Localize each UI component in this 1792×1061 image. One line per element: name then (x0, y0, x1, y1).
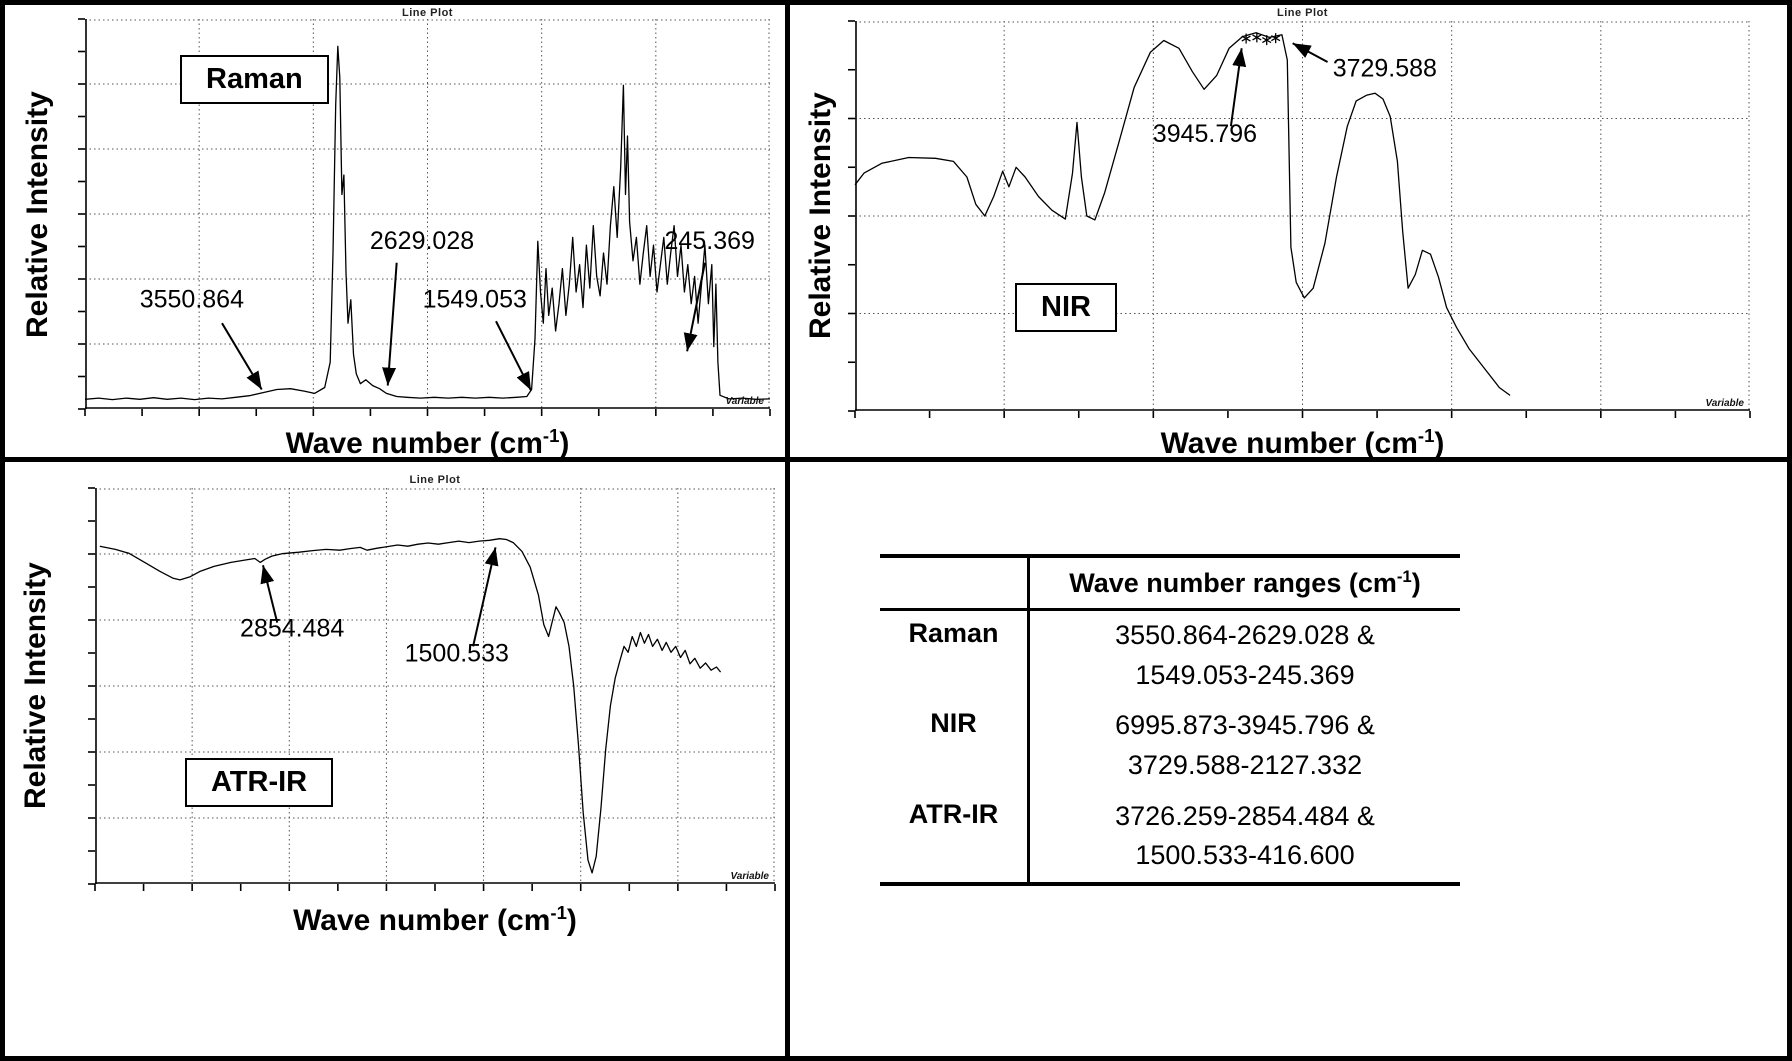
row-label-raman: Raman (880, 611, 1030, 702)
x-label-superscript: -1 (550, 902, 567, 923)
table-row: Raman 3550.864-2629.028 & 1549.053-245.3… (880, 611, 1460, 702)
svg-text:3550.864: 3550.864 (140, 286, 244, 314)
atr-ir-panel: Line Plot Relative Intensity 2854.484 150… (5, 462, 790, 1056)
nir-spectrum-chart: 3945.796 3729.588 (848, 20, 1751, 418)
row-label-atr-ir: ATR-IR (880, 791, 1030, 883)
svg-text:2629.028: 2629.028 (370, 227, 474, 255)
x-label-close: ) (1434, 427, 1445, 460)
table-header-superscript: -1 (1396, 567, 1412, 586)
range-line: 1500.533-416.600 (1135, 840, 1355, 871)
table-header-close: ) (1411, 568, 1421, 598)
raman-plot-title: Line Plot (402, 7, 453, 19)
table-header-empty-cell (880, 558, 1030, 608)
raman-variable-label: Variable (725, 396, 764, 407)
x-label-text: Wave number (cm (1160, 427, 1418, 460)
nir-plot-area: 3945.796 3729.588 NIR Variable (848, 20, 1751, 418)
nir-series-label: NIR (1015, 283, 1117, 332)
x-label-close: ) (566, 904, 577, 937)
nir-x-axis-label: Wave number (cm-1) (855, 425, 1750, 461)
svg-text:245.369: 245.369 (665, 227, 755, 255)
x-label-close: ) (559, 427, 570, 460)
atr-plot-area: 2854.484 1500.533 ATR-IR Variable (88, 487, 776, 891)
table-header-title: Wave number ranges (cm-1) (1030, 558, 1460, 608)
nir-panel: Line Plot Relative Intensity 3945.796 372… (790, 5, 1787, 462)
atr-spectrum-chart: 2854.484 1500.533 (88, 487, 776, 891)
x-label-text: Wave number (cm (293, 904, 551, 937)
svg-text:1500.533: 1500.533 (405, 639, 509, 667)
table-row: ATR-IR 3726.259-2854.484 & 1500.533-416.… (880, 791, 1460, 883)
raman-panel: Line Plot Relative Intensity 3550.864 262… (5, 5, 790, 462)
svg-text:3729.588: 3729.588 (1333, 54, 1437, 82)
row-values-nir: 6995.873-3945.796 & 3729.588-2127.332 (1030, 701, 1460, 791)
svg-text:1549.053: 1549.053 (423, 286, 527, 314)
atr-series-label: ATR-IR (185, 758, 334, 807)
raman-plot-area: 3550.864 2629.028 1549.053 245.369 Raman Va… (78, 18, 771, 416)
row-values-atr-ir: 3726.259-2854.484 & 1500.533-416.600 (1030, 792, 1460, 882)
svg-text:2854.484: 2854.484 (240, 615, 344, 643)
x-label-superscript: -1 (1417, 425, 1435, 446)
range-line: 3550.864-2629.028 & (1115, 620, 1375, 650)
table-header-text: Wave number ranges (cm (1069, 568, 1397, 598)
nir-y-axis-label: Relative Intensity (804, 92, 837, 340)
nir-variable-label: Variable (1705, 398, 1744, 409)
row-label-nir: NIR (880, 701, 1030, 792)
row-values-raman: 3550.864-2629.028 & 1549.053-245.369 (1030, 611, 1460, 701)
table-header-row: Wave number ranges (cm-1) (880, 558, 1460, 611)
table-row: NIR 6995.873-3945.796 & 3729.588-2127.33… (880, 701, 1460, 792)
atr-plot-title: Line Plot (409, 474, 461, 486)
x-label-superscript: -1 (542, 425, 560, 446)
range-line: 1549.053-245.369 (1135, 659, 1355, 690)
atr-y-axis-label: Relative Intensity (19, 562, 52, 810)
table-panel: Wave number ranges (cm-1) Raman 3550.864… (790, 462, 1787, 1056)
range-line: 3729.588-2127.332 (1127, 750, 1363, 781)
range-line: 3726.259-2854.484 & (1115, 800, 1375, 831)
svg-text:3945.796: 3945.796 (1153, 120, 1257, 148)
raman-y-axis-label: Relative Intensity (21, 91, 54, 339)
wave-number-ranges-table: Wave number ranges (cm-1) Raman 3550.864… (880, 554, 1460, 887)
atr-x-axis-label: Wave number (cm-1) (95, 902, 775, 938)
raman-x-axis-label: Wave number (cm-1) (85, 425, 770, 461)
nir-plot-title: Line Plot (1277, 7, 1328, 19)
range-line: 6995.873-3945.796 & (1115, 710, 1375, 741)
x-label-text: Wave number (cm (285, 427, 543, 460)
raman-series-label: Raman (180, 55, 329, 104)
atr-variable-label: Variable (730, 871, 769, 882)
